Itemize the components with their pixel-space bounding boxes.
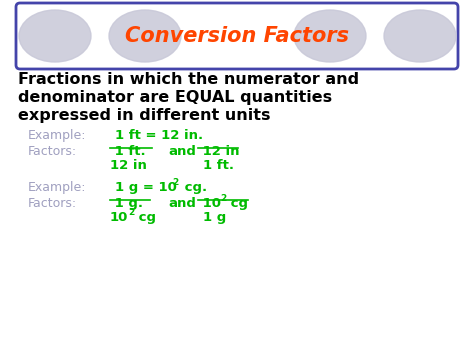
Text: and: and (168, 145, 196, 158)
Text: 12 in: 12 in (198, 145, 239, 158)
Text: Example:: Example: (28, 181, 86, 194)
Text: Factors:: Factors: (28, 197, 77, 210)
Text: Example:: Example: (28, 129, 86, 142)
Ellipse shape (109, 10, 181, 62)
Text: expressed in different units: expressed in different units (18, 108, 271, 123)
Text: 2: 2 (172, 178, 178, 187)
Text: Fractions in which the numerator and: Fractions in which the numerator and (18, 72, 359, 87)
Text: Conversion Factors: Conversion Factors (125, 26, 349, 46)
Text: 1 ft.: 1 ft. (110, 145, 150, 158)
Text: 1 ft = 12 in.: 1 ft = 12 in. (115, 129, 203, 142)
Text: 2: 2 (220, 194, 226, 203)
Text: cg.: cg. (180, 181, 207, 194)
Ellipse shape (294, 10, 366, 62)
Text: 1 g: 1 g (203, 211, 226, 224)
Text: 1 g.: 1 g. (110, 197, 147, 210)
Text: 10: 10 (110, 211, 128, 224)
Ellipse shape (384, 10, 456, 62)
Text: 1 ft.: 1 ft. (203, 159, 234, 172)
Text: and: and (168, 197, 196, 210)
Text: 10: 10 (198, 197, 221, 210)
Text: cg: cg (134, 211, 156, 224)
Text: Factors:: Factors: (28, 145, 77, 158)
Text: 2: 2 (128, 208, 134, 217)
FancyBboxPatch shape (16, 3, 458, 69)
Text: 1 g = 10: 1 g = 10 (115, 181, 177, 194)
Text: 12 in: 12 in (110, 159, 147, 172)
Ellipse shape (19, 10, 91, 62)
Text: denominator are EQUAL quantities: denominator are EQUAL quantities (18, 90, 332, 105)
Text: cg: cg (226, 197, 248, 210)
